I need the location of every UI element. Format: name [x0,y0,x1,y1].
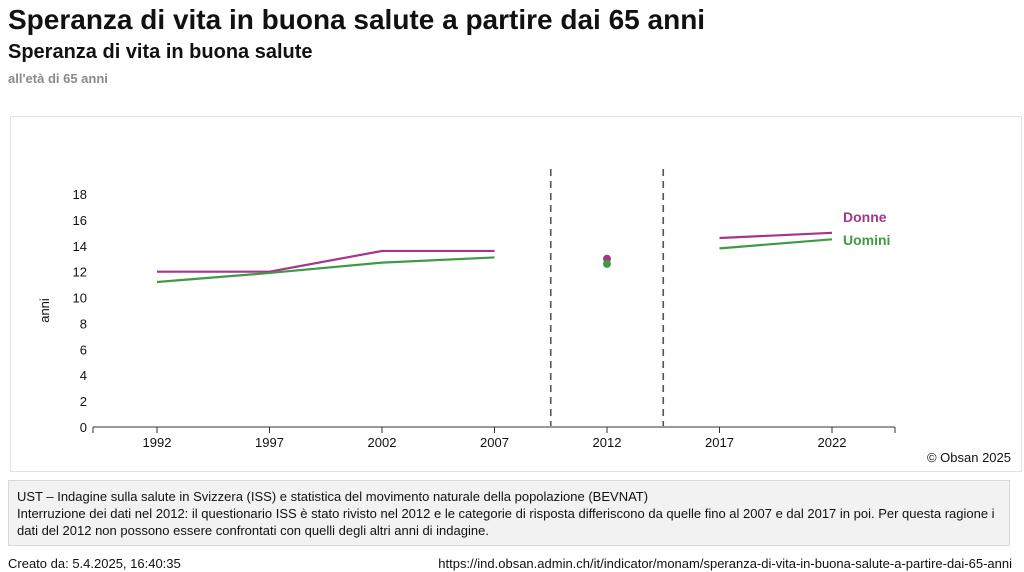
data-point-uomini [603,259,611,268]
x-tick-label: 1992 [143,435,172,450]
x-tick-label: 1997 [255,435,284,450]
x-tick-label: 2002 [368,435,397,450]
page-title: Speranza di vita in buona salute a parti… [8,4,706,35]
x-tick-label: 2017 [705,435,734,450]
y-tick-label: 14 [73,239,87,254]
series-line-uomini [719,238,833,250]
line-chart: 1992 1997 2002 2007 2012 2017 2022 0 2 4 6 8 10 12 14 1… [37,169,896,450]
copyright: © Obsan 2025 [926,450,1011,465]
y-tick-label: 16 [73,213,87,228]
y-tick-label: 8 [80,316,87,331]
y-tick-label: 10 [73,291,87,306]
y-tick-label: 0 [80,420,87,435]
y-tick-label: 4 [80,368,87,383]
series-label-uomini: Uomini [843,232,890,248]
x-tick-label: 2007 [480,435,509,450]
source-text: UST – Indagine sulla salute in Svizzera … [17,489,649,504]
source-note: UST – Indagine sulla salute in Svizzera … [8,480,1010,546]
x-tick-label: 2012 [593,435,622,450]
y-axis-label: anni [37,298,52,323]
series-line-uomini [156,256,495,284]
series-line-donne [719,231,833,240]
chart-container: 1992 1997 2002 2007 2012 2017 2022 0 2 4 6 8 10 12 14 1… [10,116,1022,472]
y-tick-label: 18 [73,187,87,202]
source-url[interactable]: https://ind.obsan.admin.ch/it/indicator/… [438,556,1012,571]
unit-note: all'età di 65 anni [8,71,108,86]
series-line-donne [157,249,495,273]
x-tick-label: 2022 [818,435,847,450]
y-tick-label: 6 [80,342,87,357]
y-tick-label: 2 [80,394,87,409]
created-timestamp: Creato da: 5.4.2025, 16:40:35 [8,556,181,571]
data-break-note: Interruzione dei dati nel 2012: il quest… [17,506,995,538]
y-tick-label: 12 [73,265,87,280]
series-label-donne: Donne [843,209,887,225]
chart-subtitle: Speranza di vita in buona salute [8,41,313,63]
